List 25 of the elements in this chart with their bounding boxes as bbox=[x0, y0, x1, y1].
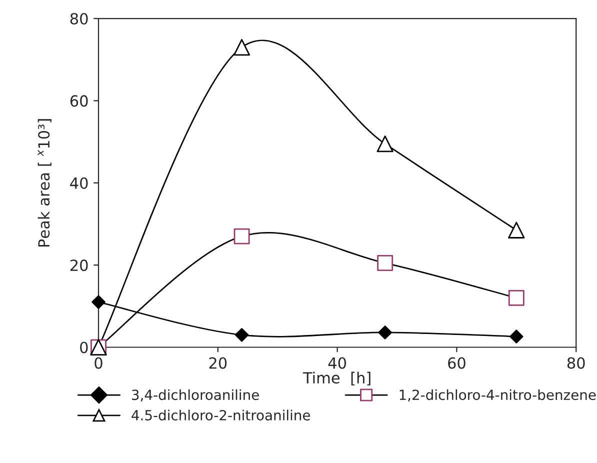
point bbox=[92, 295, 106, 309]
x-tick-label: 20 bbox=[209, 357, 227, 369]
x-tick-label: 40 bbox=[328, 357, 346, 369]
point bbox=[234, 328, 249, 342]
y-tick-label: 80 bbox=[70, 12, 88, 25]
x-tick-label: 0 bbox=[94, 357, 102, 369]
y-tick-label: 40 bbox=[70, 177, 88, 189]
x-axis-title: Time [h] bbox=[302, 372, 370, 386]
point bbox=[376, 136, 394, 152]
y-axis-title: Peak area [ $^{x}$10³] bbox=[38, 119, 52, 247]
point bbox=[233, 38, 250, 56]
legend-label: 1,2-dichloro-4-nitro-benzene bbox=[400, 389, 596, 402]
point bbox=[234, 228, 250, 244]
y-tick-label: 60 bbox=[70, 95, 88, 107]
point bbox=[508, 222, 525, 238]
x-tick-label: 60 bbox=[448, 357, 466, 369]
point bbox=[378, 326, 392, 340]
y-tick-label: 0 bbox=[80, 342, 88, 354]
legend-label: 4.5-dichloro-2-nitroaniline bbox=[132, 410, 310, 420]
point bbox=[508, 290, 524, 306]
y-tick-label: 20 bbox=[70, 260, 88, 272]
point bbox=[377, 255, 394, 271]
x-tick-label: 80 bbox=[567, 357, 585, 369]
legend-label: 3,4-dichloroaniline bbox=[132, 389, 259, 402]
point bbox=[510, 330, 524, 344]
